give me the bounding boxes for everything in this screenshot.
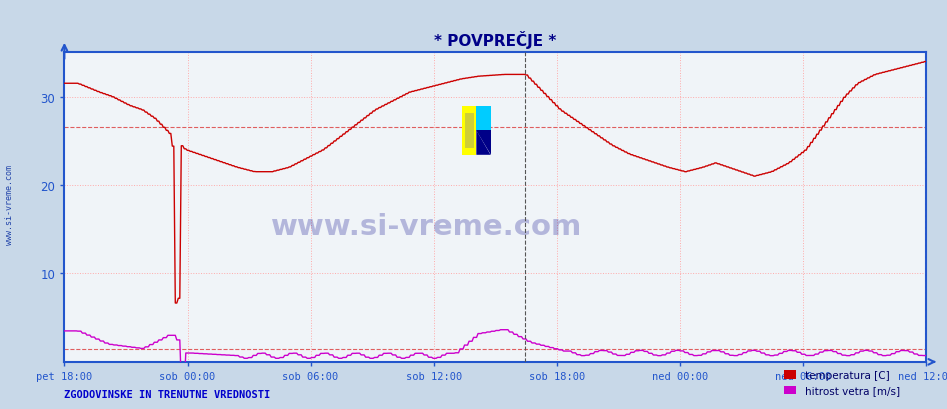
Polygon shape — [476, 131, 491, 155]
Legend: temperatura [C], hitrost vetra [m/s]: temperatura [C], hitrost vetra [m/s] — [779, 366, 904, 400]
Polygon shape — [476, 106, 491, 131]
Polygon shape — [476, 131, 491, 155]
Polygon shape — [465, 113, 474, 148]
Polygon shape — [462, 106, 476, 155]
Text: www.si-vreme.com: www.si-vreme.com — [271, 212, 582, 240]
Title: * POVPREČJE *: * POVPREČJE * — [434, 31, 557, 49]
Text: www.si-vreme.com: www.si-vreme.com — [5, 164, 14, 245]
Text: ZGODOVINSKE IN TRENUTNE VREDNOSTI: ZGODOVINSKE IN TRENUTNE VREDNOSTI — [64, 389, 271, 399]
